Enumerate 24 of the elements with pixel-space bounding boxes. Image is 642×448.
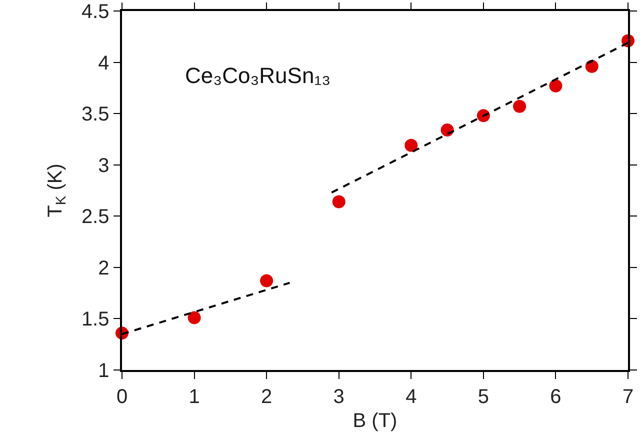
- point: [188, 311, 201, 324]
- y-tick-label: 1.5: [81, 308, 110, 331]
- x-tick-label: 0: [116, 386, 128, 408]
- x-tick-label: 1: [188, 386, 200, 408]
- y-tick-label: 4: [98, 52, 110, 74]
- point: [513, 100, 526, 113]
- y-tick-label: 2.5: [81, 206, 110, 228]
- point: [332, 195, 346, 208]
- x-axis-title: B (T): [352, 410, 398, 432]
- point: [549, 79, 562, 92]
- x-tick-label: 4: [406, 386, 417, 408]
- y-tick-label: 1: [98, 360, 110, 382]
- y-tick-label: 3.5: [81, 104, 110, 126]
- point: [260, 274, 274, 288]
- point: [404, 138, 418, 152]
- y-tick-label: 4.5: [81, 1, 110, 23]
- y-tick-label: 3: [98, 154, 110, 177]
- x-tick-label: 5: [478, 386, 489, 408]
- x-tick-label: 2: [261, 386, 272, 408]
- x-tick-label: 7: [622, 386, 634, 408]
- annotation: Ce₃Co₃RuSn₁₃: [185, 63, 331, 88]
- x-tick-label: 6: [550, 386, 562, 408]
- x-tick-label: 3: [333, 386, 344, 408]
- y-tick-label: 2: [98, 257, 110, 280]
